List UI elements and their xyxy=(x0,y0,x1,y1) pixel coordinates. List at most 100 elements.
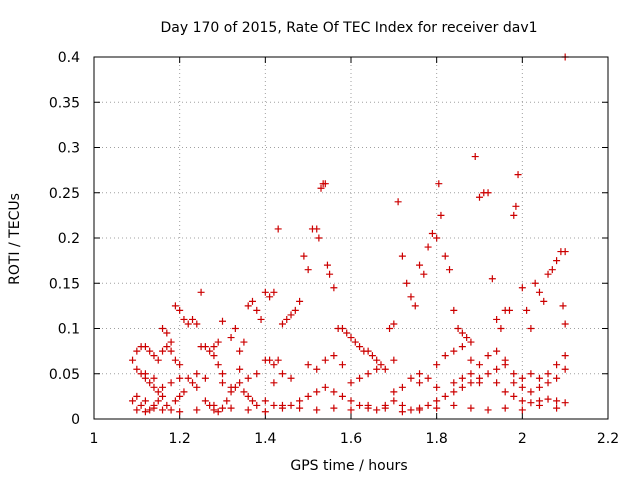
data-point xyxy=(214,408,222,416)
data-point xyxy=(201,374,209,382)
data-point xyxy=(227,404,235,412)
data-point xyxy=(193,320,201,328)
data-point xyxy=(527,388,535,396)
data-point xyxy=(561,399,569,407)
data-point xyxy=(201,397,209,405)
data-point xyxy=(450,379,458,387)
data-point xyxy=(321,356,329,364)
data-point xyxy=(180,388,188,396)
data-point xyxy=(236,365,244,373)
data-point xyxy=(206,347,214,355)
data-point xyxy=(510,379,518,387)
data-point xyxy=(287,374,295,382)
data-point xyxy=(450,401,458,409)
data-point xyxy=(356,343,364,351)
data-point xyxy=(313,365,321,373)
data-point xyxy=(270,288,278,296)
data-point xyxy=(377,361,385,369)
data-point xyxy=(390,388,398,396)
data-point xyxy=(296,297,304,305)
data-point xyxy=(364,347,372,355)
data-point xyxy=(458,374,466,382)
data-point xyxy=(219,404,226,412)
data-point xyxy=(171,302,179,310)
data-point xyxy=(416,261,424,269)
data-point xyxy=(193,406,201,414)
data-point xyxy=(476,361,483,369)
data-point xyxy=(510,370,518,378)
data-point xyxy=(390,356,398,364)
x-tick-label: 2 xyxy=(518,431,527,447)
data-point xyxy=(518,406,526,414)
data-point xyxy=(270,379,278,387)
data-point xyxy=(261,408,269,416)
data-point xyxy=(219,379,226,387)
data-point xyxy=(454,325,462,332)
data-point xyxy=(129,397,137,405)
data-point xyxy=(544,395,552,403)
data-point xyxy=(159,406,167,414)
plot-frame xyxy=(93,56,609,420)
data-point xyxy=(493,347,501,355)
data-point xyxy=(278,320,286,328)
data-point xyxy=(441,252,449,260)
data-point xyxy=(553,374,561,382)
data-point xyxy=(180,315,188,323)
data-point xyxy=(407,374,415,382)
data-point xyxy=(416,406,424,414)
y-tick-label: 0.4 xyxy=(58,50,80,66)
data-point xyxy=(450,388,458,396)
data-point xyxy=(484,406,492,414)
data-point xyxy=(356,401,364,409)
data-point xyxy=(176,361,184,369)
data-point xyxy=(548,266,556,274)
data-point xyxy=(176,306,184,314)
data-point xyxy=(458,383,466,391)
data-point xyxy=(514,171,522,179)
x-tick-label: 1 xyxy=(90,431,99,447)
data-point xyxy=(189,315,197,323)
x-tick-label: 1.4 xyxy=(254,431,276,447)
data-point xyxy=(467,370,475,378)
data-point xyxy=(176,392,184,400)
data-point xyxy=(493,315,501,323)
data-point xyxy=(141,370,149,378)
data-point xyxy=(424,401,432,409)
data-point xyxy=(330,352,338,360)
data-point xyxy=(553,361,561,369)
data-point xyxy=(407,293,415,301)
data-point xyxy=(266,293,274,301)
data-point xyxy=(428,229,436,237)
data-point xyxy=(150,404,158,412)
data-point xyxy=(476,379,483,387)
data-point xyxy=(201,343,209,351)
data-points xyxy=(129,53,569,416)
data-point xyxy=(261,288,269,296)
data-point xyxy=(240,388,248,396)
data-point xyxy=(184,374,192,382)
data-point xyxy=(244,302,252,310)
x-tick-label: 1.2 xyxy=(169,431,191,447)
data-point xyxy=(159,383,167,391)
data-point xyxy=(210,343,218,351)
data-point xyxy=(398,252,406,260)
data-point xyxy=(176,408,184,416)
data-point xyxy=(133,347,141,355)
data-point xyxy=(129,356,137,364)
grid-lines xyxy=(94,57,608,419)
data-point xyxy=(553,404,561,412)
data-point xyxy=(300,252,308,260)
data-point xyxy=(398,383,406,391)
x-tick-label: 1.6 xyxy=(340,431,362,447)
data-point xyxy=(535,401,543,409)
data-point xyxy=(167,406,175,414)
data-point xyxy=(210,352,218,360)
data-point xyxy=(501,361,509,369)
data-point xyxy=(163,343,171,351)
data-point xyxy=(433,361,441,369)
data-point xyxy=(313,388,321,396)
data-point xyxy=(323,261,331,269)
data-point xyxy=(505,306,513,314)
data-point xyxy=(467,379,475,387)
